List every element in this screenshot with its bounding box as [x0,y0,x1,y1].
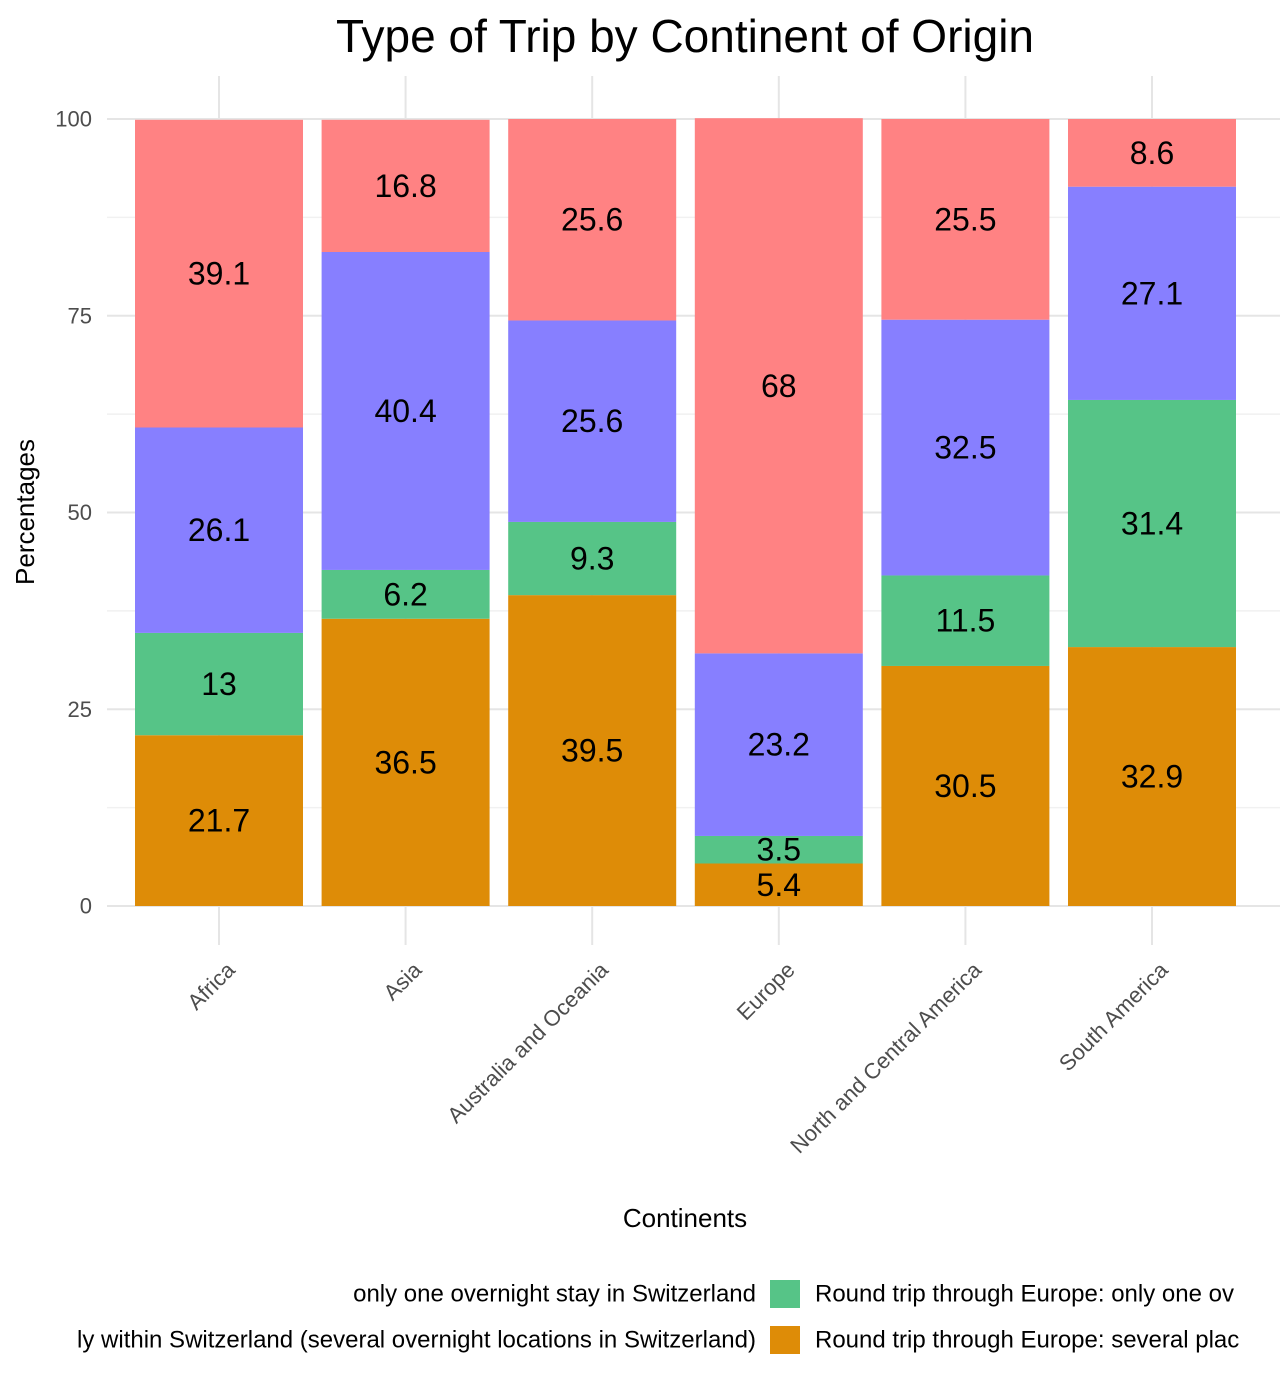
segment-value-label: 8.6 [1130,135,1174,171]
bar-segment [881,319,1050,576]
bar-segment [1068,399,1236,648]
legend-label: Round trip through Europe: several plac [815,1327,1239,1354]
segment-value-label: 21.7 [188,803,250,839]
bar-segment [881,575,1050,666]
y-tick-label: 50 [68,500,92,525]
x-tick-label: Africa [182,957,240,1015]
x-tick-label: Europe [732,957,800,1025]
bar-segment [508,119,677,321]
bar-segment [321,569,490,619]
x-tick-label: South America [1054,957,1173,1076]
y-axis-ticks: 0 25 50 75 100 [55,107,92,919]
segment-value-label: 16.8 [374,168,436,204]
legend-label: Round trip through Europe: only one ov [815,1281,1234,1308]
segment-value-label: 36.5 [374,744,436,780]
segment-value-label: 40.4 [374,393,436,429]
bar-segment [508,320,677,522]
segment-value-label: 30.5 [934,768,996,804]
segment-value-label: 31.4 [1121,506,1183,542]
segment-value-label: 9.3 [570,541,614,577]
y-tick-label: 100 [55,107,92,132]
bar-segment [881,665,1050,906]
segment-labels: 21.7 13 26.1 39.1 36.5 6.2 40.4 16.8 39.5 9.3 25.6… [188,135,1183,903]
bar-segment [1068,186,1236,400]
x-tick-label: Asia [378,957,426,1005]
x-tick-label: North and Central America [785,957,987,1159]
segment-value-label: 26.1 [188,512,250,548]
x-axis-ticks: Africa Asia Australia and Oceania EuropeNor… [182,957,1173,1159]
segment-value-label: 25.5 [934,201,996,237]
segment-value-label: 32.5 [934,430,996,466]
bar-segment [1068,119,1236,187]
bar-segment [321,618,490,906]
y-tick-label: 25 [68,697,92,722]
segment-value-label: 39.5 [561,733,623,769]
bar-segments [135,118,1236,906]
y-tick-label: 75 [68,303,92,328]
segment-value-label: 3.5 [757,832,801,868]
x-tick-label: Australia and Oceania [442,957,613,1128]
bar-segment [694,863,863,906]
x-axis-title: Continents [623,1203,747,1233]
segment-value-label: 27.1 [1121,275,1183,311]
bar-segment [321,252,490,570]
bar-segment [508,595,677,906]
bar-segment [1068,647,1236,906]
bar-segment [135,735,303,906]
segment-value-label: 25.6 [561,202,623,238]
segment-value-label: 11.5 [935,603,995,639]
segment-value-label: 13 [201,666,237,702]
bar-segment [135,119,303,428]
y-tick-label: 0 [80,894,92,919]
legend-swatch [770,1326,800,1354]
segment-value-label: 23.2 [748,727,810,763]
segment-value-label: 32.9 [1121,759,1183,795]
bar-segment [694,653,863,836]
segment-value-label: 6.2 [383,576,427,612]
bar-segment [135,632,303,736]
segment-value-label: 25.6 [561,403,623,439]
bar-segment [881,119,1050,320]
segment-value-label: 68 [761,368,797,404]
bar-segment [694,118,863,654]
bar-segment [135,427,303,633]
bar-segment [321,119,490,253]
legend-swatch [770,1280,800,1308]
legend-label: only one overnight stay in Switzerland [353,1281,756,1308]
legend: only one overnight stay in Switzerland Ro… [77,1280,1239,1354]
y-axis-title: Percentages [10,439,40,585]
bar-segment [508,521,677,596]
legend-label: ly within Switzerland (several overnight… [77,1327,756,1354]
segment-value-label: 39.1 [188,256,250,292]
chart-title: Type of Trip by Continent of Origin [336,10,1034,62]
bar-segment [694,835,863,864]
segment-value-label: 5.4 [757,867,801,903]
